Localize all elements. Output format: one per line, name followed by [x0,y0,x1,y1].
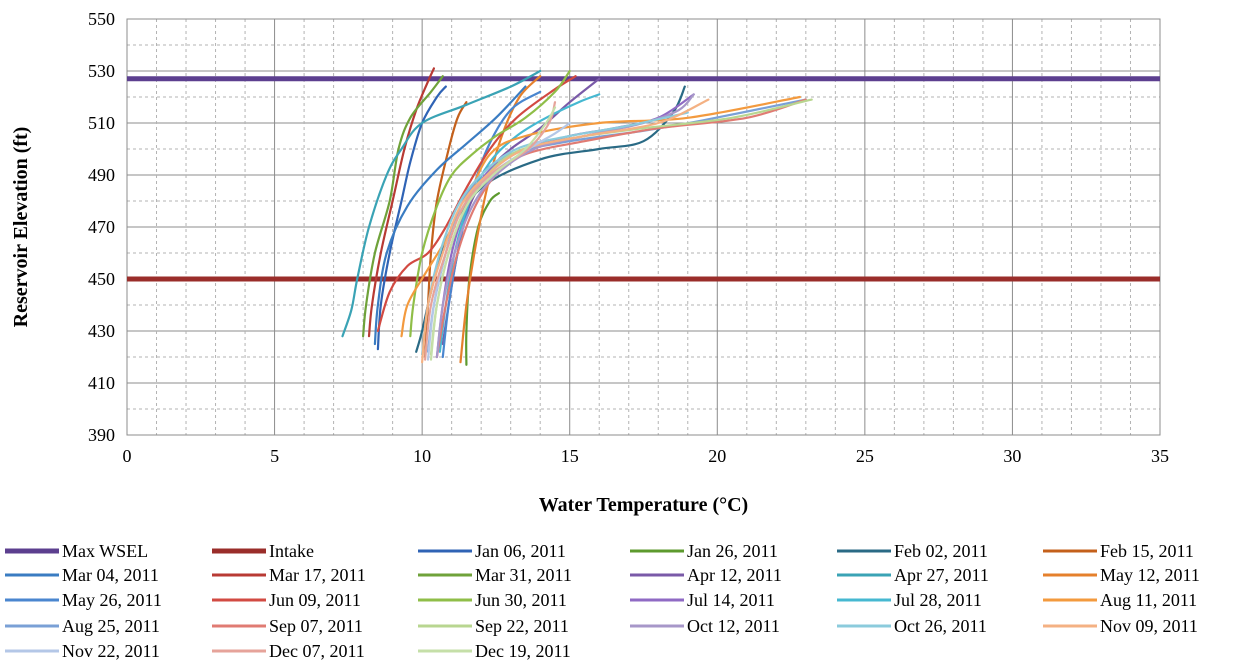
legend-label: Jul 14, 2011 [687,590,775,610]
legend-label: Feb 02, 2011 [894,541,988,561]
plot-area-frame [126,18,1161,436]
legend-label: Sep 07, 2011 [269,616,363,636]
y-tick-label: 390 [88,425,115,445]
legend-item: May 26, 2011 [5,590,162,610]
legend-label: Feb 15, 2011 [1100,541,1194,561]
series-line-jan-06-2011 [376,85,447,351]
legend-item: Apr 12, 2011 [630,565,782,585]
legend-label: Sep 22, 2011 [475,616,569,636]
legend-item: Mar 04, 2011 [5,565,159,585]
x-tick-label: 10 [413,446,431,466]
legend-label: Dec 19, 2011 [475,641,571,661]
legend-item: Nov 22, 2011 [5,641,160,661]
legend-item: Intake [212,541,314,561]
y-tick-label: 470 [88,217,115,237]
series-line-may-12-2011 [459,75,542,364]
legend-item: Dec 19, 2011 [418,641,571,661]
x-tick-label: 30 [1003,446,1021,466]
legend-item: Jul 14, 2011 [630,590,775,610]
legend-item: Jun 09, 2011 [212,590,361,610]
legend-item: Nov 09, 2011 [1043,616,1198,636]
legend-item: Apr 27, 2011 [837,565,989,585]
legend-label: Nov 09, 2011 [1100,616,1198,636]
y-tick-label: 550 [88,9,115,29]
legend-item: Sep 22, 2011 [418,616,569,636]
series-line-nov-09-2011 [421,98,710,364]
legend-label: Mar 04, 2011 [62,565,159,585]
reference-lines [127,76,1160,282]
x-axis-title: Water Temperature (°C) [539,494,748,516]
series-line-oct-12-2011 [435,93,695,359]
legend-label: Dec 07, 2011 [269,641,365,661]
y-axis-ticks: 390 410 430 450 470 490 510 530 550 [88,9,115,445]
x-tick-label: 0 [123,446,132,466]
legend-label: Apr 12, 2011 [687,565,782,585]
y-tick-label: 410 [88,373,115,393]
legend-item: Feb 02, 2011 [837,541,988,561]
legend-label: May 26, 2011 [62,590,162,610]
legend-item: Mar 17, 2011 [212,565,366,585]
legend-item: Oct 12, 2011 [630,616,780,636]
legend-label: Nov 22, 2011 [62,641,160,661]
x-tick-label: 35 [1151,446,1169,466]
series-line-jan-26-2011 [465,192,500,366]
x-tick-label: 5 [270,446,279,466]
y-tick-label: 450 [88,269,115,289]
legend: Max WSEL Intake Jan 06, 2011 Jan 26, 2011 Fe… [5,541,1200,661]
legend-label: Jul 28, 2011 [894,590,982,610]
legend-label: May 12, 2011 [1100,565,1200,585]
legend-item: Jan 26, 2011 [630,541,778,561]
series-line-mar-17-2011 [367,67,435,338]
y-tick-label: 490 [88,165,115,185]
legend-item: Jan 06, 2011 [418,541,566,561]
x-tick-label: 25 [856,446,874,466]
series-line-aug-25-2011 [426,98,807,353]
legend-item: Sep 07, 2011 [212,616,363,636]
x-tick-label: 15 [561,446,579,466]
legend-item: Oct 26, 2011 [837,616,987,636]
series-line-mar-31-2011 [362,75,444,338]
legend-item: Mar 31, 2011 [418,565,572,585]
legend-label: Jun 30, 2011 [475,590,567,610]
series-line-apr-27-2011 [341,69,542,338]
series-line-jun-30-2011 [409,69,571,338]
legend-label: Jan 26, 2011 [687,541,778,561]
legend-label: Jan 06, 2011 [475,541,566,561]
legend-label: Apr 27, 2011 [894,565,989,585]
legend-label: Jun 09, 2011 [269,590,361,610]
legend-label: Mar 31, 2011 [475,565,572,585]
y-tick-label: 430 [88,321,115,341]
legend-item: Max WSEL [5,541,148,561]
legend-item: Feb 15, 2011 [1043,541,1194,561]
legend-item: Jul 28, 2011 [837,590,982,610]
legend-label: Oct 26, 2011 [894,616,987,636]
legend-item: Aug 25, 2011 [5,616,160,636]
y-tick-label: 510 [88,113,115,133]
legend-item: Jun 30, 2011 [418,590,567,610]
x-axis-ticks: 0 5 10 15 20 25 30 35 [123,446,1170,466]
legend-label: Aug 11, 2011 [1100,590,1197,610]
series-line-dec-19-2011 [429,106,557,361]
series-line-mar-04-2011 [373,85,527,346]
grid-lines [126,18,1161,436]
legend-label: Aug 25, 2011 [62,616,160,636]
y-axis-title: Reservoir Elevation (ft) [10,127,32,328]
legend-label: Max WSEL [62,541,148,561]
x-tick-label: 20 [708,446,726,466]
legend-item: Aug 11, 2011 [1043,590,1197,610]
series-line-dec-07-2011 [424,101,557,361]
legend-label: Mar 17, 2011 [269,565,366,585]
y-tick-label: 530 [88,61,115,81]
legend-label: Intake [269,541,314,561]
legend-item: May 12, 2011 [1043,565,1200,585]
series-lines [341,67,813,366]
legend-item: Dec 07, 2011 [212,641,365,661]
legend-label: Oct 12, 2011 [687,616,780,636]
